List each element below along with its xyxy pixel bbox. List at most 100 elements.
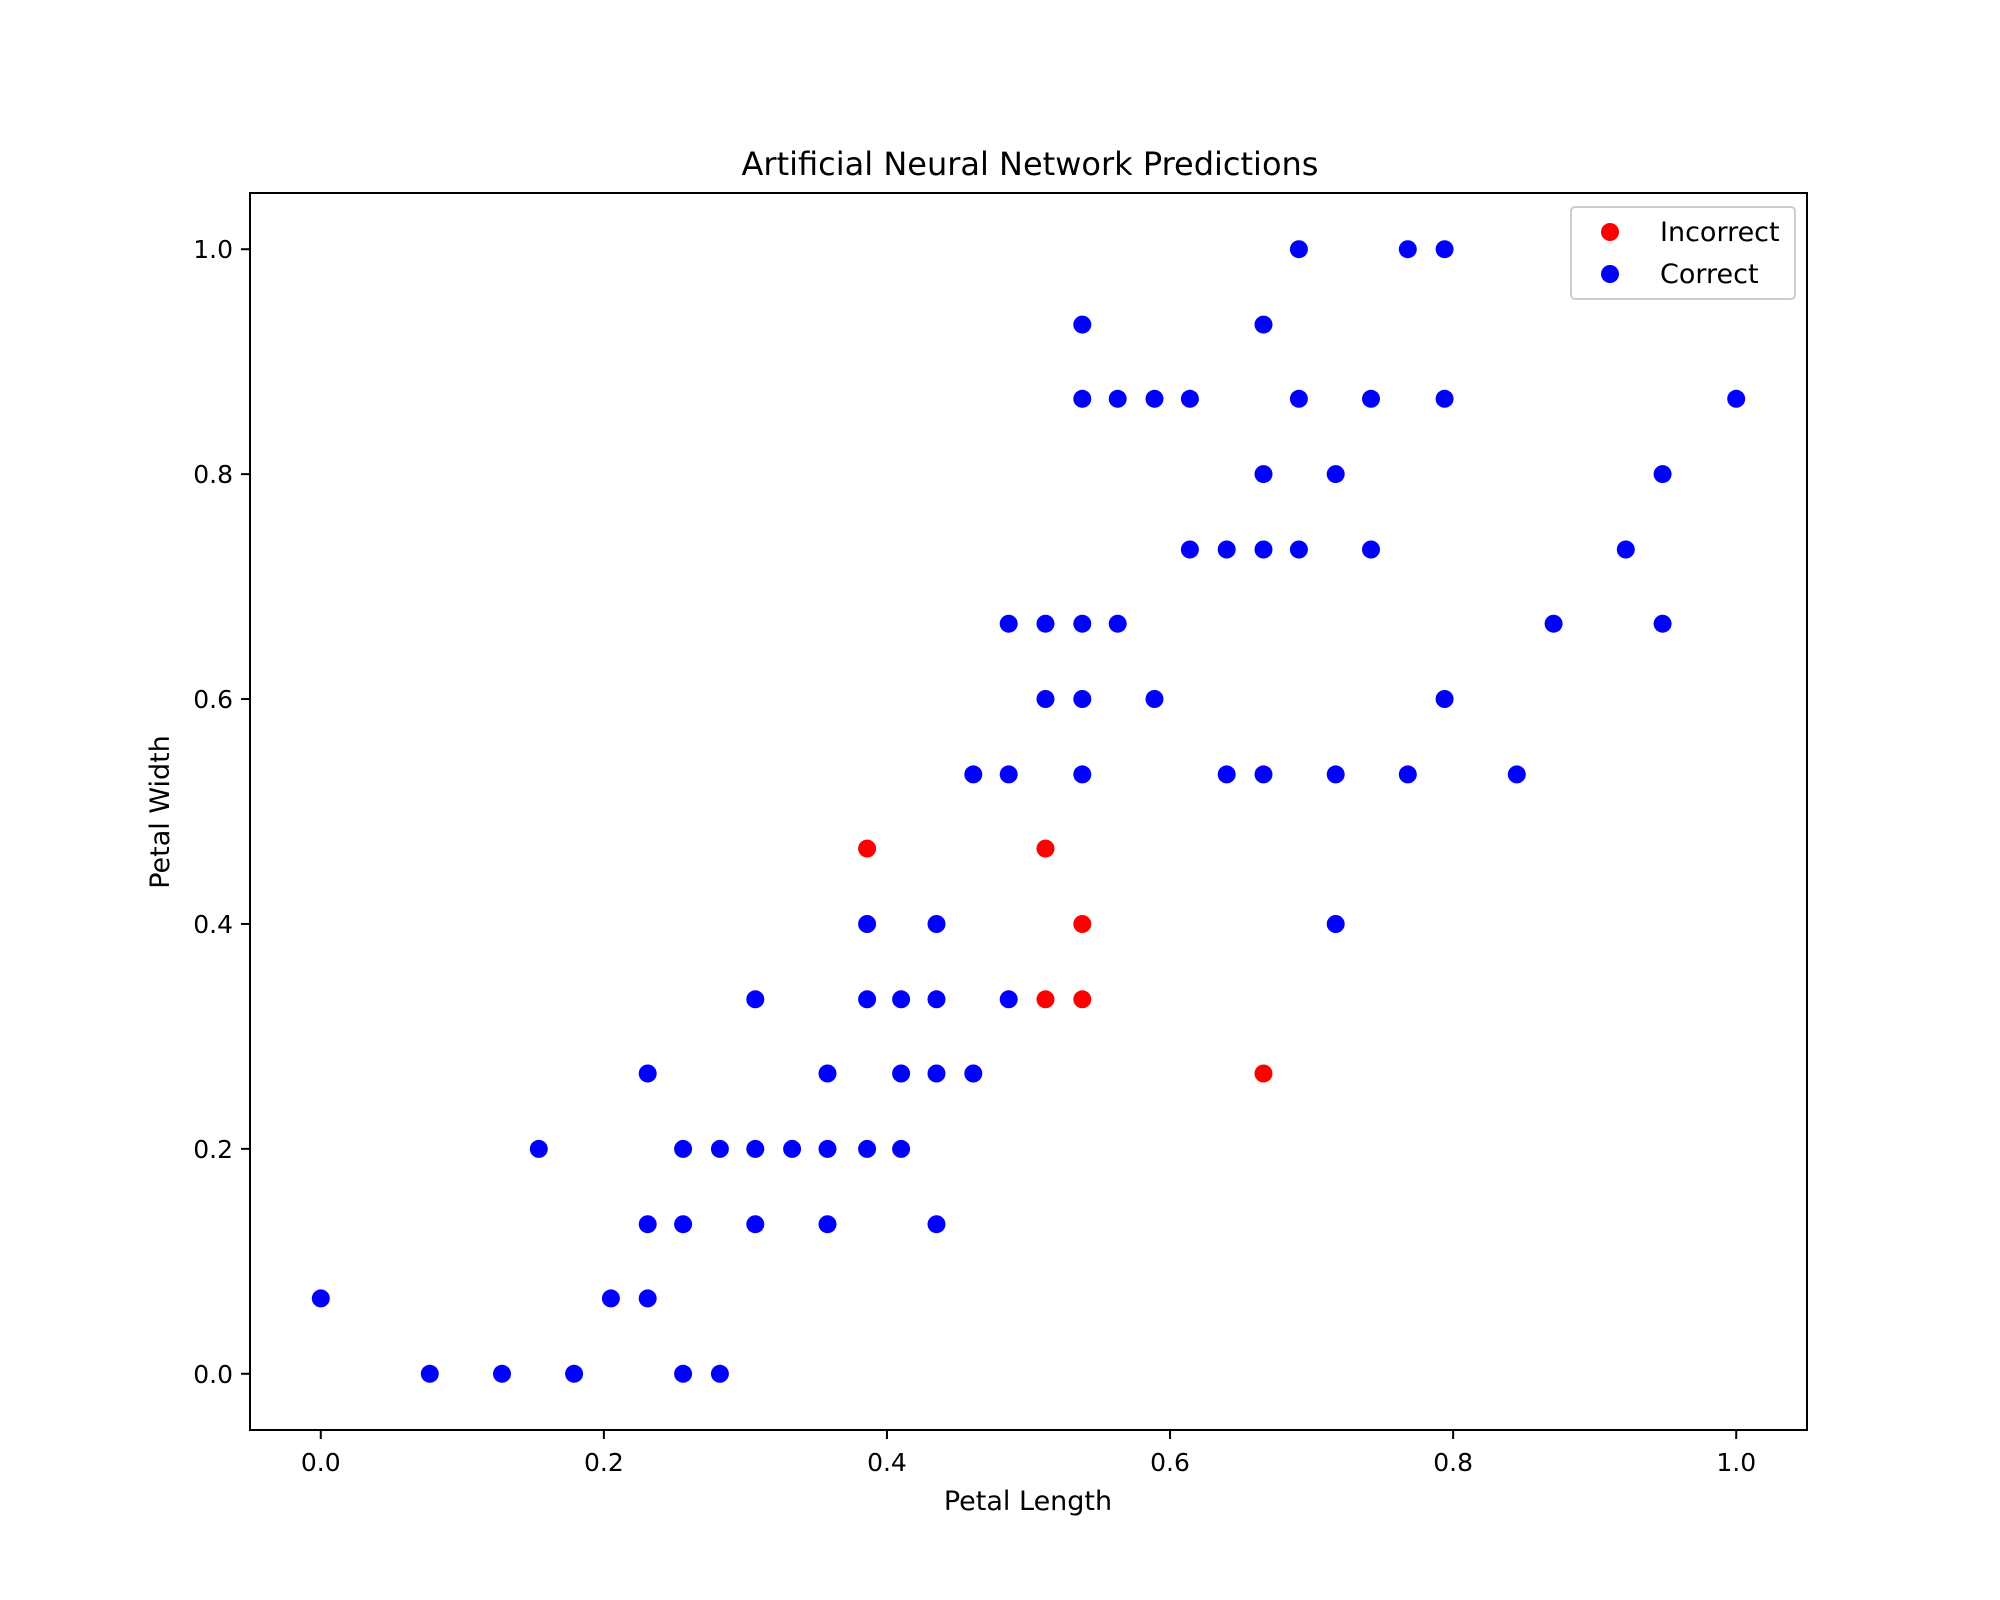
point-correct-6 [1108, 389, 1127, 408]
point-correct-41 [927, 915, 946, 933]
point-correct-31 [1435, 690, 1454, 708]
y-tick-label-3: 0.6 [193, 685, 233, 714]
point-correct-69 [420, 1364, 439, 1383]
point-correct-38 [1398, 765, 1417, 784]
point-correct-65 [927, 1215, 946, 1234]
x-tick-label-1: 0.2 [584, 1448, 624, 1477]
point-correct-12 [1727, 389, 1746, 408]
point-correct-39 [1507, 765, 1526, 784]
point-correct-70 [493, 1364, 511, 1383]
point-correct-27 [1653, 614, 1672, 633]
x-tick-label-5: 1.0 [1716, 1448, 1756, 1477]
legend-box [1570, 206, 1796, 300]
point-correct-36 [1254, 765, 1273, 784]
legend: Incorrect Correct [1570, 206, 1796, 300]
point-correct-1 [1398, 240, 1417, 259]
point-incorrect-1 [1036, 839, 1055, 858]
point-correct-7 [1145, 389, 1164, 408]
point-correct-52 [964, 1064, 983, 1083]
point-correct-34 [1073, 765, 1092, 784]
point-correct-37 [1326, 765, 1345, 784]
point-correct-25 [1108, 614, 1127, 633]
point-correct-59 [858, 1139, 877, 1158]
point-correct-56 [746, 1139, 765, 1158]
point-correct-23 [1036, 614, 1055, 633]
point-incorrect-0 [858, 839, 877, 858]
point-correct-9 [1289, 389, 1308, 408]
y-tick-label-0: 0.0 [193, 1360, 233, 1389]
point-correct-30 [1145, 690, 1164, 708]
point-correct-54 [674, 1139, 693, 1158]
legend-marker-correct [1601, 265, 1619, 283]
point-correct-64 [818, 1215, 837, 1234]
point-correct-24 [1073, 614, 1092, 633]
point-correct-47 [999, 990, 1018, 1009]
point-correct-10 [1362, 389, 1380, 408]
point-correct-16 [1180, 540, 1199, 559]
point-correct-17 [1217, 540, 1236, 559]
point-correct-19 [1289, 540, 1308, 559]
point-incorrect-2 [1073, 915, 1092, 933]
axis-ticks: 0.0 0.2 0.4 0.6 0.8 1.0 0.0 0.2 0.4 0.6 0.8 1.0 [193, 235, 1756, 1477]
point-correct-55 [710, 1139, 729, 1158]
point-correct-58 [818, 1139, 837, 1158]
point-correct-15 [1653, 465, 1672, 484]
point-correct-4 [1254, 315, 1273, 334]
point-correct-32 [964, 765, 983, 784]
point-correct-57 [783, 1139, 802, 1158]
point-incorrect-4 [1073, 990, 1092, 1009]
point-correct-13 [1254, 465, 1273, 484]
point-correct-42 [1326, 915, 1345, 933]
point-correct-60 [892, 1139, 911, 1158]
point-correct-26 [1544, 614, 1563, 633]
y-tick-label-2: 0.4 [193, 910, 233, 939]
point-correct-45 [892, 990, 911, 1009]
point-correct-71 [565, 1364, 584, 1383]
y-tick-label-5: 1.0 [193, 235, 233, 264]
legend-marker-incorrect [1601, 223, 1619, 241]
point-correct-68 [638, 1289, 657, 1308]
point-correct-51 [927, 1064, 946, 1083]
point-correct-63 [746, 1215, 765, 1234]
point-correct-43 [746, 990, 765, 1009]
legend-label-incorrect: Incorrect [1660, 217, 1780, 248]
point-correct-46 [927, 990, 946, 1009]
point-correct-73 [710, 1364, 729, 1383]
point-correct-2 [1435, 240, 1454, 259]
y-tick-label-1: 0.2 [193, 1135, 233, 1164]
point-correct-48 [638, 1064, 657, 1083]
legend-label-correct: Correct [1660, 259, 1759, 290]
x-axis-label: Petal Length [944, 1486, 1112, 1517]
x-tick-label-3: 0.6 [1150, 1448, 1190, 1477]
x-tick-label-4: 0.8 [1433, 1448, 1473, 1477]
point-incorrect-5 [1254, 1064, 1273, 1083]
plot-area-frame [249, 192, 1808, 1431]
y-axis-label: Petal Width [145, 735, 176, 889]
point-correct-67 [601, 1289, 620, 1308]
point-correct-33 [999, 765, 1018, 784]
plot-marks [311, 240, 1746, 1383]
point-correct-53 [529, 1139, 548, 1158]
point-correct-20 [1362, 540, 1380, 559]
point-correct-22 [999, 614, 1018, 633]
point-correct-3 [1073, 315, 1092, 334]
point-incorrect-3 [1036, 990, 1055, 1009]
point-correct-14 [1326, 465, 1345, 484]
point-correct-8 [1180, 389, 1199, 408]
point-correct-50 [892, 1064, 911, 1083]
point-correct-18 [1254, 540, 1273, 559]
point-correct-28 [1036, 690, 1055, 708]
point-correct-66 [311, 1289, 330, 1308]
y-tick-label-4: 0.8 [193, 460, 233, 489]
point-correct-44 [858, 990, 877, 1009]
point-correct-11 [1435, 389, 1454, 408]
chart-title: Artificial Neural Network Predictions [742, 145, 1319, 183]
point-correct-62 [674, 1215, 693, 1234]
point-correct-21 [1616, 540, 1635, 559]
point-correct-29 [1073, 690, 1092, 708]
x-tick-label-2: 0.4 [867, 1448, 907, 1477]
point-correct-40 [858, 915, 877, 933]
point-correct-35 [1217, 765, 1236, 784]
point-correct-61 [638, 1215, 657, 1234]
